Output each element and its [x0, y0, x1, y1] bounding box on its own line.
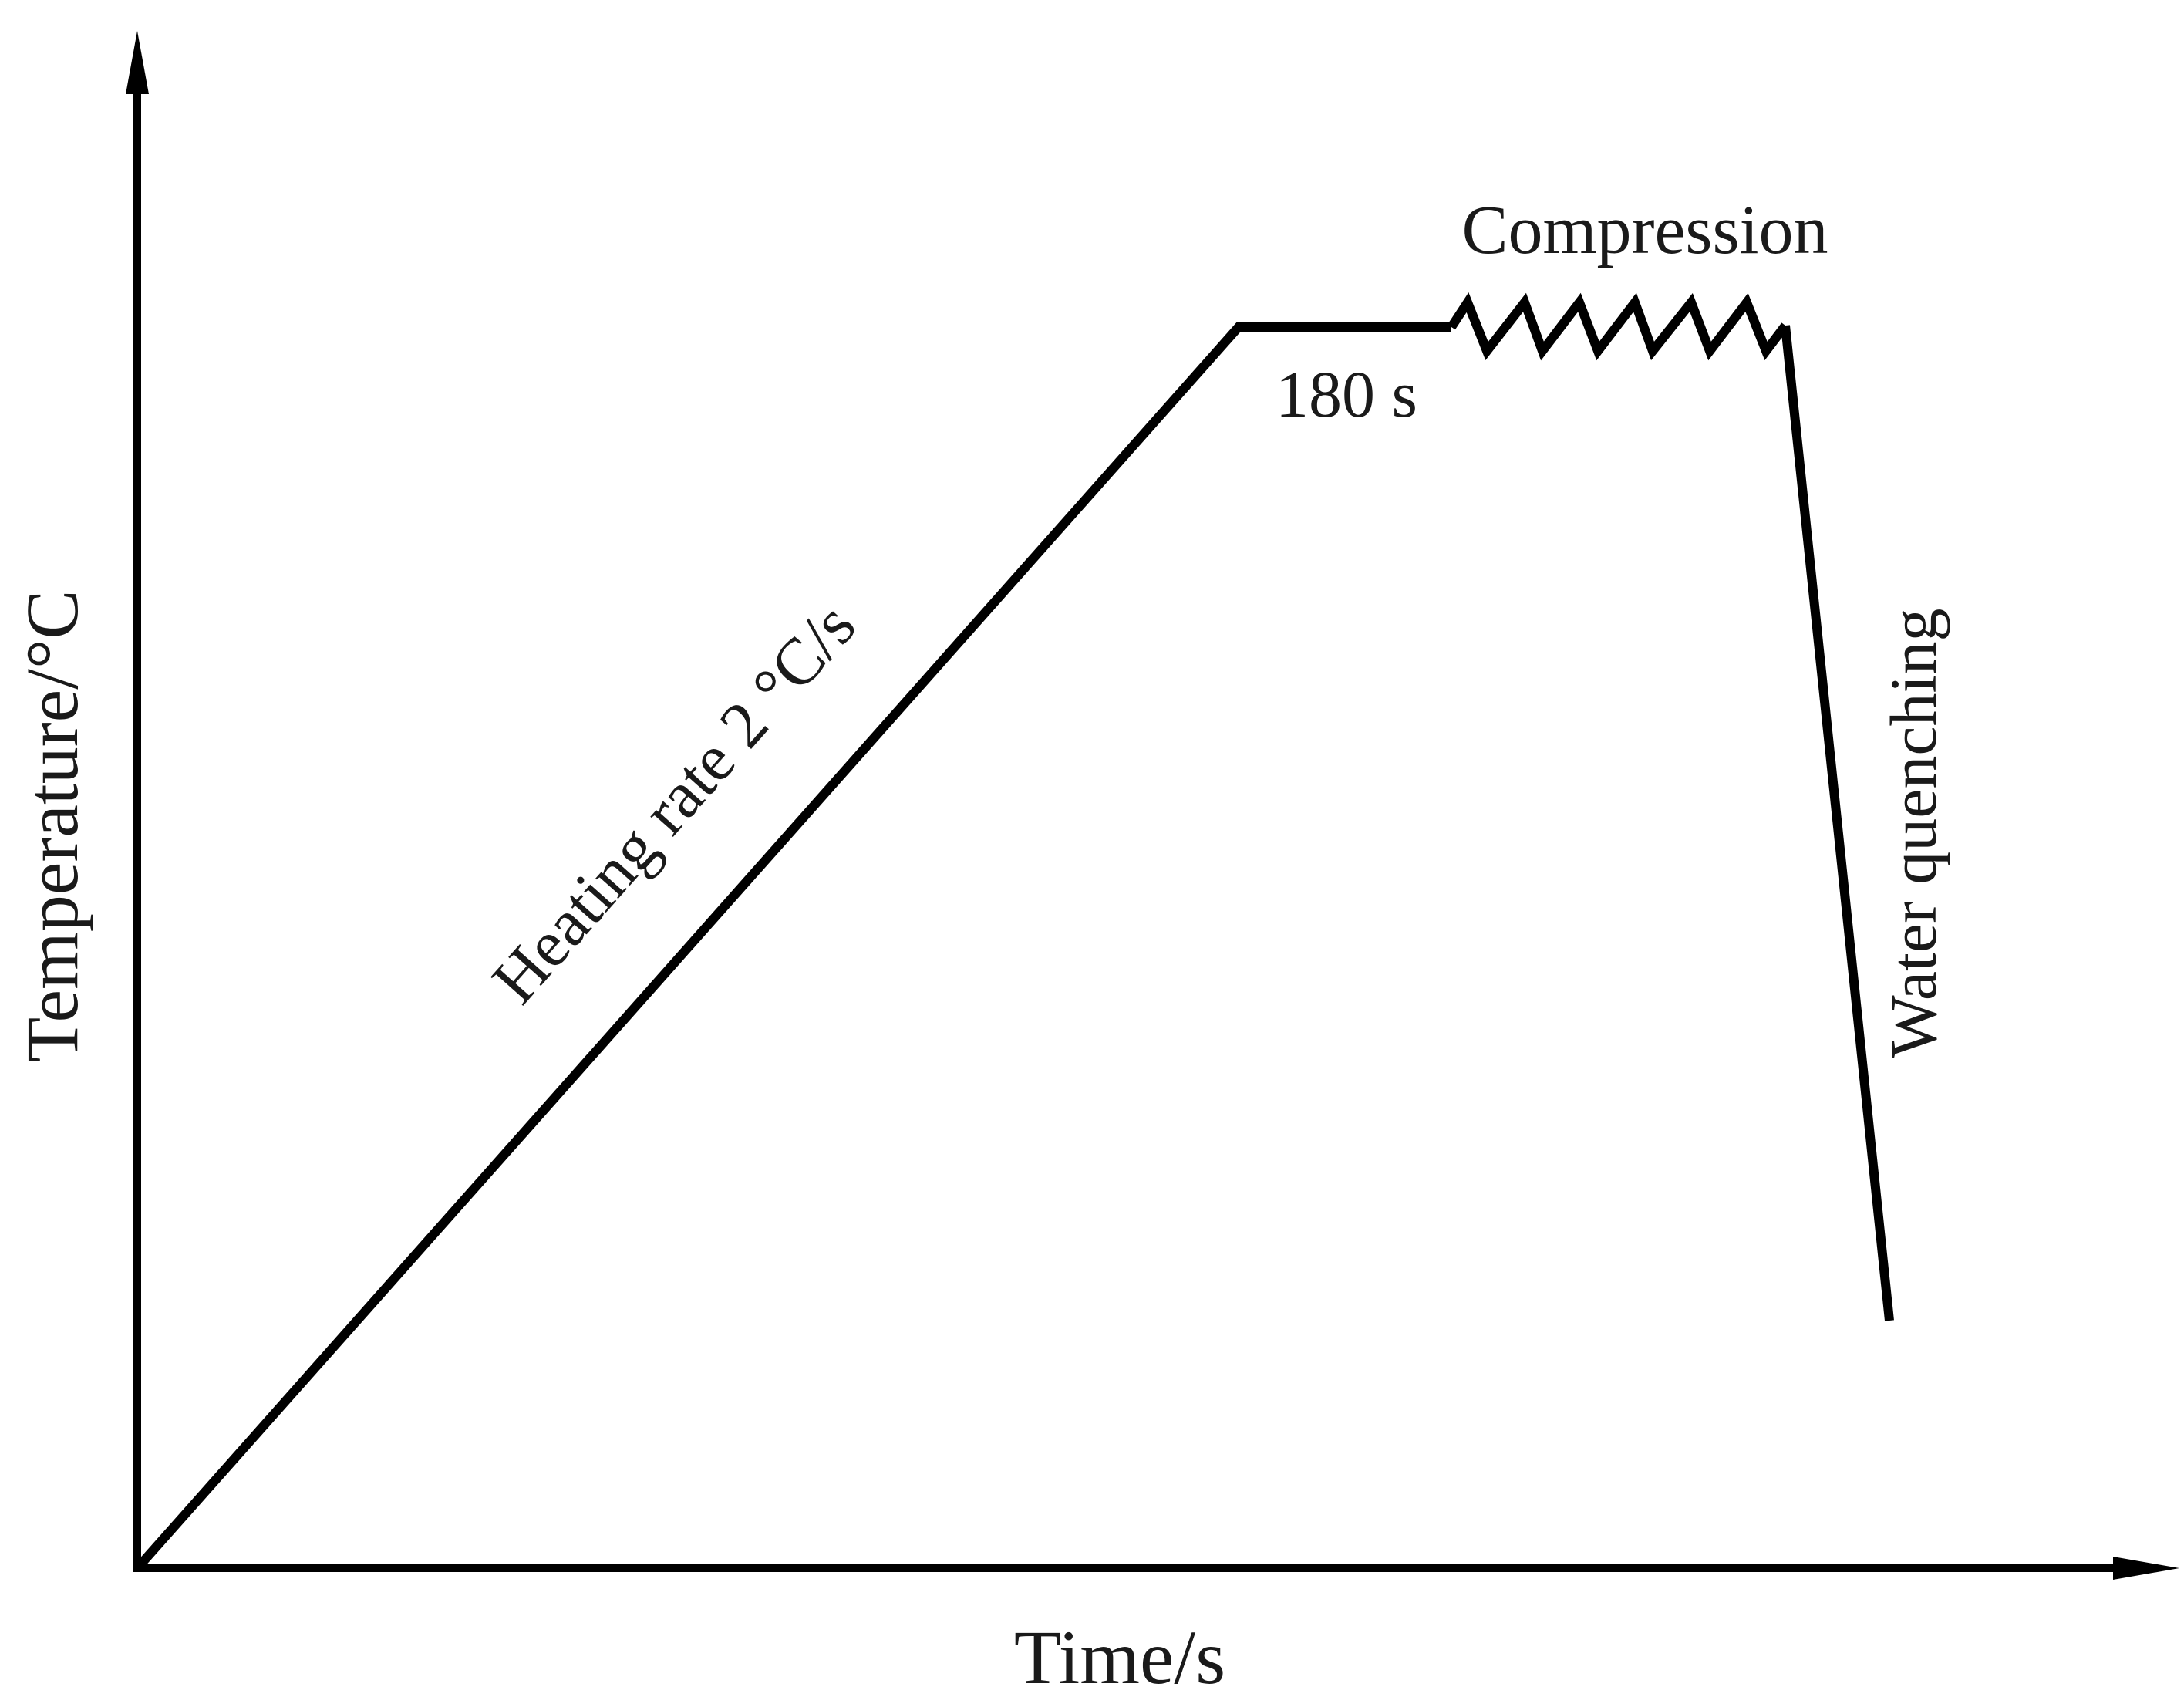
x-axis-arrowhead	[2113, 1557, 2179, 1580]
heating-ramp-line	[133, 322, 1451, 1571]
compression-zigzag-line	[1447, 292, 1789, 361]
y-axis-label: Temperature/°C	[11, 590, 93, 1063]
y-axis-arrowhead	[126, 31, 149, 94]
water-quenching-label: Water quenching	[1876, 609, 1950, 1058]
x-axis-label: Time/s	[1014, 1614, 1225, 1697]
compression-label: Compression	[1461, 192, 1828, 268]
quench-line	[1781, 325, 1894, 1321]
hold-time-label: 180 s	[1276, 357, 1417, 431]
